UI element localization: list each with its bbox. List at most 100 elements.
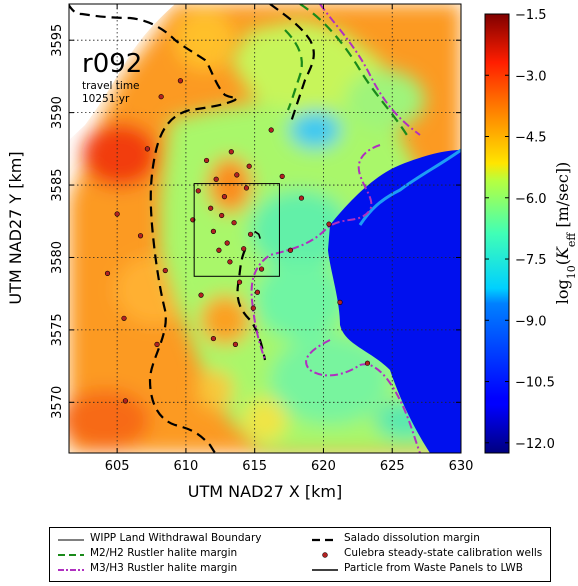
calibration-well [231,220,237,226]
x-tick-label: 620 [311,459,336,474]
calibration-well [195,188,201,194]
calibration-well [216,247,222,253]
calibration-well [213,176,219,182]
calibration-well [154,341,160,347]
calibration-well [337,299,343,305]
calibration-well [121,315,127,321]
y-tick-label: 3570 [50,386,65,419]
y-tick-label: 3585 [50,169,65,202]
calibration-well [203,157,210,164]
calibration-well [198,292,204,298]
calibration-well [122,398,128,404]
legend-symbol-m3h3 [58,569,84,571]
legend-label-wipp: WIPP Land Withdrawal Boundary [90,532,262,544]
plot-area [69,4,461,453]
colorbar-tick-label: −4.5 [515,131,547,146]
calibration-well [227,259,233,265]
colorbar-ticks: −1.5 −3.0 −4.5 −6.0 −7.5 −9.0 −10.5 −12.0 [485,8,555,452]
legend-label-wells: Culebra steady-state calibration wells [344,547,543,559]
colorbar-label: log10(Keff [m/sec]) [553,162,578,305]
colorbar-tick-label: −9.0 [515,314,547,329]
x-tick-label: 630 [449,459,474,474]
legend-label-m2h2: M2/H2 Rustler halite margin [90,547,238,559]
calibration-well [144,146,150,152]
calibration-well [137,233,144,239]
calibration-well [224,240,230,246]
x-axis-ticks: 605 610 615 620 625 630 [105,4,474,474]
x-axis-label: UTM NAD27 X [km] [188,482,342,501]
m3h3-halite-margin-2 [250,144,381,361]
y-tick-label: 3580 [50,241,65,274]
colorbar-tick-label: −3.0 [515,69,547,84]
travel-time-value: 10251 yr [82,93,130,105]
legend-symbol-m2h2 [58,554,84,556]
y-tick-label: 3575 [50,313,65,346]
legend-symbol-particle [312,569,338,571]
calibration-well [250,305,256,311]
salado-dissolution-margin-3 [269,4,315,126]
calibration-well [228,149,234,155]
legend-label-particle: Particle from Waste Panels to LWB [344,562,523,574]
legend: WIPP Land Withdrawal Boundary M2/H2 Rust… [49,527,551,582]
calibration-well [208,205,214,211]
legend-symbol-salado [312,538,338,542]
m3h3-halite-margin-3 [305,339,421,453]
chart-title: r092 [82,49,142,79]
calibration-well [219,212,225,219]
colorbar-tick-label: −6.0 [515,192,547,207]
calibration-well [268,127,274,133]
legend-symbol-wells [322,552,328,558]
calibration-well [298,195,305,201]
legend-symbol-wipp [58,539,84,541]
calibration-well [279,173,285,179]
m2h2-halite-margin [284,29,303,111]
calibration-well [254,289,261,295]
x-tick-label: 610 [173,459,198,474]
x-tick-label: 615 [242,459,267,474]
calibration-well [326,221,332,227]
legend-label-salado: Salado dissolution margin [344,532,480,544]
x-tick-label: 605 [105,459,130,474]
calibration-well [158,94,164,100]
calibration-well [247,231,254,237]
colorbar-tick-label: −10.5 [515,376,555,391]
travel-time-label: travel time [82,80,140,92]
calibration-well [234,172,240,178]
m2h2-halite-margin-2 [299,4,411,141]
calibration-well [221,194,228,200]
calibration-well [162,267,168,274]
salado-dissolution-margin [69,4,239,453]
calibration-well [246,163,252,169]
legend-label-m3h3: M3/H3 Rustler halite margin [90,562,238,574]
y-tick-label: 3590 [50,96,65,129]
m3h3-halite-margin [319,4,421,136]
wells-layer [104,78,371,404]
y-axis-ticks: 3570 3575 3580 3585 3590 3595 [50,24,461,419]
x-tick-label: 625 [380,459,405,474]
calibration-well [364,360,371,366]
calibration-well [232,341,239,347]
particle-path [254,230,261,239]
calibration-well [243,185,250,191]
salado-dissolution-margin-2 [236,249,267,361]
colorbar [484,13,510,454]
calibration-well [236,279,243,285]
y-tick-label: 3595 [50,24,65,57]
calibration-well [241,246,247,252]
colorbar-tick-label: −1.5 [515,8,547,23]
no-data-corner [69,4,175,140]
calibration-well [258,266,265,272]
calibration-well [177,78,184,84]
calibration-well [210,335,217,342]
calibration-well [104,270,111,277]
calibration-well [287,247,294,253]
calibration-well [210,228,217,234]
y-axis-label: UTM NAD27 Y [km] [6,151,25,304]
grid-lines [69,4,461,453]
calibration-well [114,211,120,217]
wipp-land-withdrawal-boundary [193,183,280,277]
colorbar-tick-label: −12.0 [515,437,555,452]
colorbar-tick-label: −7.5 [515,253,547,268]
plot-frame [68,3,462,454]
